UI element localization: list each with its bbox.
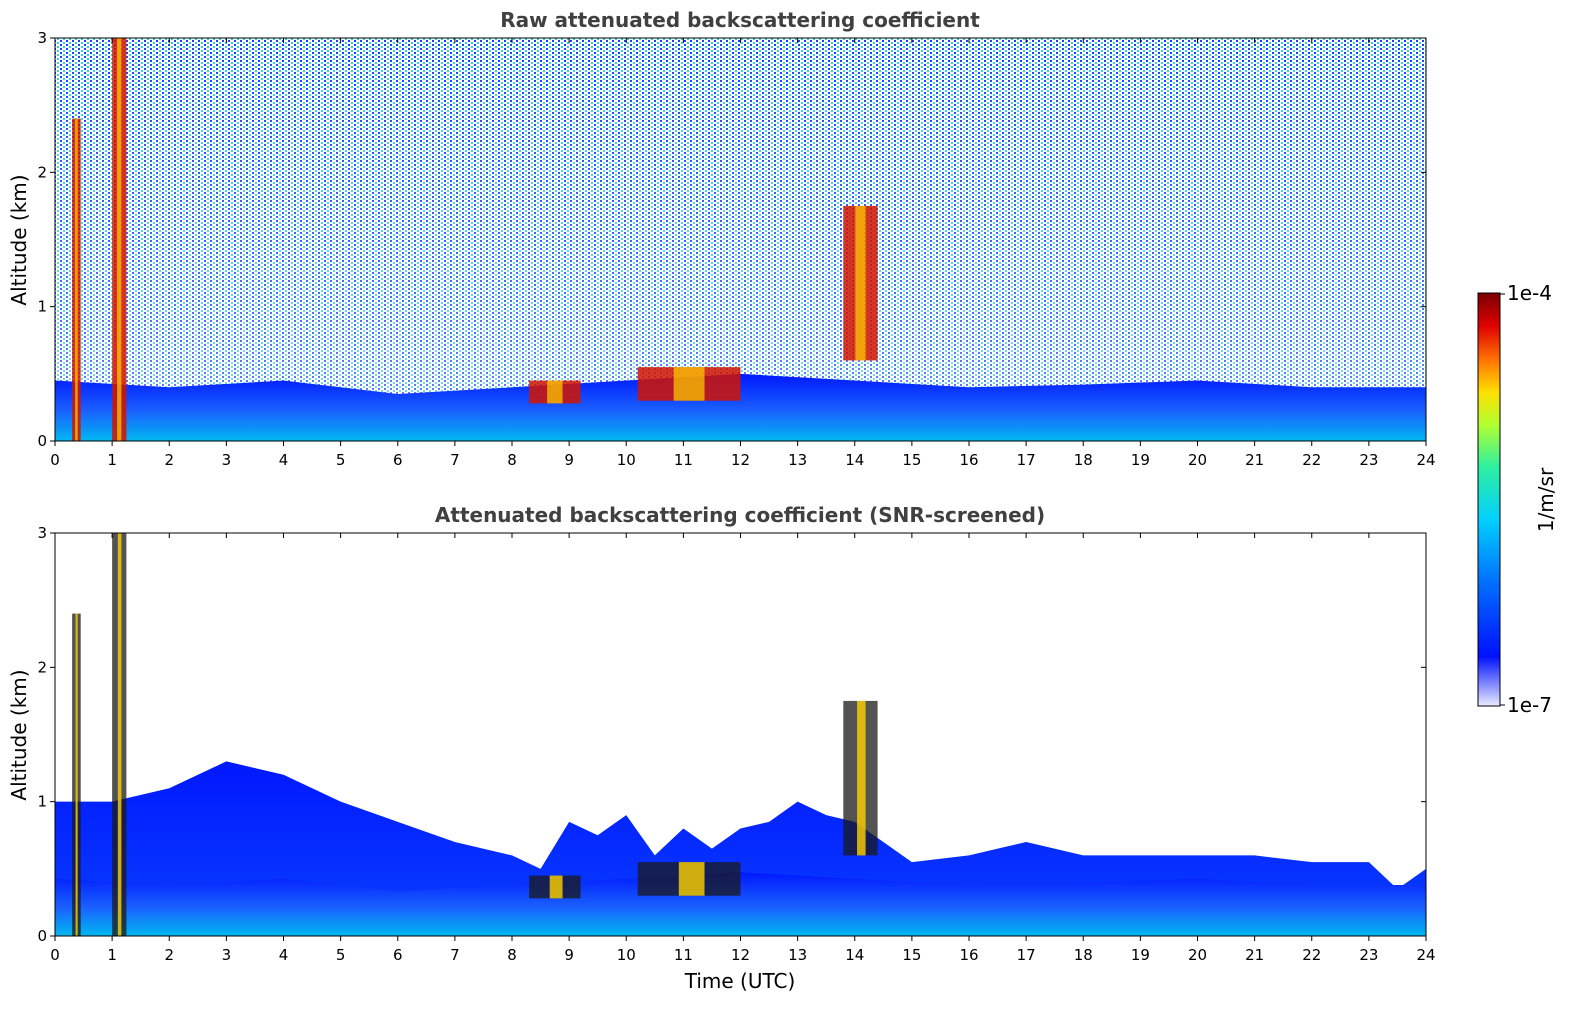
x-tick-label: 20 <box>1188 451 1207 469</box>
x-tick-label: 8 <box>507 946 517 964</box>
x-tick-label: 4 <box>279 451 289 469</box>
x-tick-label: 12 <box>731 946 750 964</box>
bottom-chart-title: Attenuated backscattering coefficient (S… <box>435 503 1045 527</box>
bottom-x-ticks: 0 1 2 3 4 5 6 7 8 9 10 11 12 13 14 15 16 17 18 19 20 21 22 23 24 <box>50 533 1436 964</box>
y-tick-label: 2 <box>37 658 47 676</box>
raw-cloud-features <box>72 38 878 441</box>
x-tick-label: 24 <box>1416 946 1435 964</box>
x-tick-label: 7 <box>450 451 460 469</box>
x-tick-label: 4 <box>279 946 289 964</box>
x-tick-label: 19 <box>1131 451 1150 469</box>
x-tick-label: 20 <box>1188 946 1207 964</box>
cloud-core-mark <box>673 367 705 401</box>
top-plot-area <box>55 38 1426 441</box>
screened-cloud-features <box>72 533 878 936</box>
screened-cloud-core <box>549 875 563 899</box>
x-tick-label: 15 <box>902 451 921 469</box>
y-tick-label: 1 <box>37 298 47 316</box>
x-tick-label: 5 <box>336 946 346 964</box>
colorbar-max-label: 1e-4 <box>1507 281 1552 305</box>
x-tick-label: 16 <box>959 946 978 964</box>
cloud-core-mark <box>75 118 78 441</box>
x-tick-label: 12 <box>731 451 750 469</box>
x-tick-label: 13 <box>788 451 807 469</box>
x-tick-label: 15 <box>902 946 921 964</box>
y-tick-label: 3 <box>37 29 47 47</box>
x-tick-label: 3 <box>222 451 232 469</box>
x-tick-label: 19 <box>1131 946 1150 964</box>
x-tick-label: 16 <box>959 451 978 469</box>
top-chart-title: Raw attenuated backscattering coefficien… <box>500 8 980 32</box>
screened-cloud-core <box>117 533 122 936</box>
colorbar-gradient <box>1477 292 1501 707</box>
x-tick-label: 17 <box>1017 451 1036 469</box>
x-tick-label: 11 <box>674 451 693 469</box>
screened-near-surface-layer <box>55 872 1426 936</box>
x-tick-label: 21 <box>1245 451 1264 469</box>
screened-cloud-core <box>75 613 78 936</box>
x-tick-label: 9 <box>564 946 574 964</box>
x-tick-label: 0 <box>50 946 60 964</box>
colorbar: 1e-4 1e-7 1/m/sr <box>1477 281 1558 717</box>
x-tick-label: 2 <box>164 451 174 469</box>
top-y-ticks: 0 1 2 3 <box>37 29 1426 450</box>
x-tick-label: 2 <box>164 946 174 964</box>
bottom-x-axis-label: Time (UTC) <box>684 969 796 993</box>
bottom-plot-area <box>55 533 1426 936</box>
x-tick-label: 14 <box>845 451 864 469</box>
top-x-ticks: 0 1 2 3 4 5 6 7 8 9 10 11 12 13 14 15 16 17 18 19 20 21 22 23 24 <box>50 38 1436 469</box>
x-tick-label: 0 <box>50 451 60 469</box>
bottom-y-axis-label: Altitude (km) <box>7 669 31 800</box>
x-tick-label: 11 <box>674 946 693 964</box>
x-tick-label: 6 <box>393 946 403 964</box>
screened-cloud-core <box>857 700 866 856</box>
cloud-core-mark <box>117 38 122 441</box>
y-tick-label: 3 <box>37 524 47 542</box>
x-tick-label: 14 <box>845 946 864 964</box>
cloud-core-mark <box>855 205 866 361</box>
x-tick-label: 13 <box>788 946 807 964</box>
x-tick-label: 21 <box>1245 946 1264 964</box>
screened-cloud-core <box>678 862 705 896</box>
x-tick-label: 22 <box>1302 451 1321 469</box>
x-tick-label: 17 <box>1017 946 1036 964</box>
colorbar-min-label: 1e-7 <box>1507 693 1552 717</box>
y-tick-label: 0 <box>37 927 47 945</box>
x-tick-label: 22 <box>1302 946 1321 964</box>
bottom-y-ticks: 0 1 2 3 <box>37 524 1426 945</box>
x-tick-label: 1 <box>107 451 117 469</box>
x-tick-label: 24 <box>1416 451 1435 469</box>
top-y-axis-label: Altitude (km) <box>7 174 31 305</box>
x-tick-label: 18 <box>1074 451 1093 469</box>
x-tick-label: 10 <box>617 946 636 964</box>
x-tick-label: 8 <box>507 451 517 469</box>
x-tick-label: 18 <box>1074 946 1093 964</box>
x-tick-label: 9 <box>564 451 574 469</box>
y-tick-label: 1 <box>37 793 47 811</box>
x-tick-label: 3 <box>222 946 232 964</box>
colorbar-units-label: 1/m/sr <box>1534 467 1558 532</box>
x-tick-label: 23 <box>1359 946 1378 964</box>
x-tick-label: 7 <box>450 946 460 964</box>
x-tick-label: 5 <box>336 451 346 469</box>
cloud-core-mark <box>547 380 563 404</box>
x-tick-label: 10 <box>617 451 636 469</box>
x-tick-label: 1 <box>107 946 117 964</box>
raw-boundary-layer <box>55 373 1426 441</box>
y-tick-label: 2 <box>37 163 47 181</box>
x-tick-label: 23 <box>1359 451 1378 469</box>
y-tick-label: 0 <box>37 432 47 450</box>
x-tick-label: 6 <box>393 451 403 469</box>
